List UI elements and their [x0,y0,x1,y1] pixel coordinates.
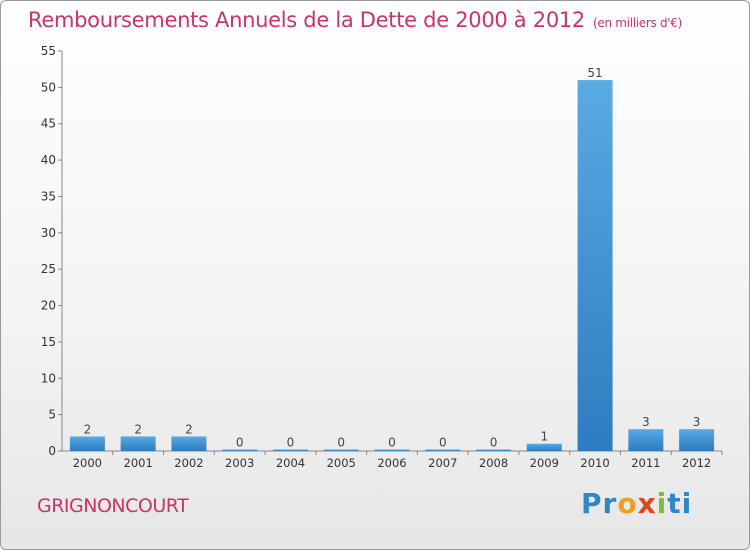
data-label: 0 [439,436,447,450]
proxiti-logo: Proxiti [581,487,693,520]
data-label: 2 [134,422,142,436]
x-tick-label: 2010 [580,456,609,470]
x-tick-label: 2009 [530,456,559,470]
x-tick-label: 2011 [631,456,660,470]
data-label: 3 [693,415,701,429]
x-tick-label: 2006 [377,456,406,470]
bar [323,449,359,451]
y-tick-label: 20 [41,299,56,313]
chart-title-text: Remboursements Annuels de la Dette de 20… [28,8,585,32]
chart-unit: (en milliers d'€) [593,16,683,30]
data-label: 3 [642,415,650,429]
x-tick-label: 2007 [428,456,457,470]
x-tick-label: 2004 [276,456,305,470]
x-tick-label: 2003 [225,456,254,470]
x-tick-label: 2012 [682,456,711,470]
data-label: 51 [587,66,602,80]
bar [425,449,461,451]
y-tick-label: 5 [48,408,56,422]
data-label: 0 [490,436,498,450]
x-tick-label: 2008 [479,456,508,470]
y-tick-label: 30 [41,226,56,240]
bar [526,443,562,451]
data-label: 2 [84,422,92,436]
x-tick-label: 2000 [73,456,102,470]
bar [222,449,258,451]
y-tick-label: 50 [41,80,56,94]
bar [120,436,156,451]
y-tick-label: 15 [41,335,56,349]
data-label: 0 [236,436,244,450]
bar [272,449,308,451]
bar [171,436,207,451]
data-label: 0 [388,436,396,450]
data-label: 0 [337,436,345,450]
y-tick-label: 45 [41,117,56,131]
x-tick-label: 2002 [174,456,203,470]
y-tick-label: 0 [48,444,56,458]
x-tick-label: 2001 [124,456,153,470]
y-tick-label: 55 [41,44,56,58]
y-tick-label: 25 [41,262,56,276]
city-name: GRIGNONCOURT [37,495,189,517]
x-tick-label: 2005 [327,456,356,470]
data-label: 2 [185,422,193,436]
y-tick-label: 35 [41,189,56,203]
bar [577,80,613,451]
bar [628,429,664,451]
y-tick-label: 10 [41,371,56,385]
bar [679,429,715,451]
y-tick-label: 40 [41,153,56,167]
chart-title: Remboursements Annuels de la Dette de 20… [28,8,682,32]
data-label: 0 [287,436,295,450]
bar [374,449,410,451]
bar [476,449,512,451]
data-label: 1 [540,430,548,444]
bar [69,436,105,451]
